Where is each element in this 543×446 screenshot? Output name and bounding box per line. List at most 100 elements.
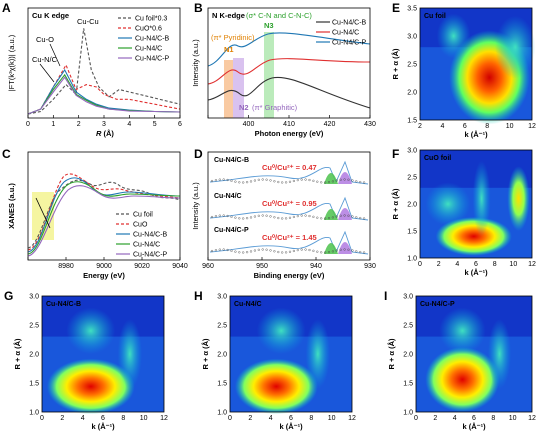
panel-d-datapoint — [296, 215, 299, 218]
panel-d-datapoint — [316, 216, 319, 219]
panel-d-datapoint — [320, 251, 323, 254]
panel-d-datapoint — [249, 180, 253, 183]
panel-d-datapoint — [269, 179, 272, 182]
panel-f-letter: F — [392, 147, 399, 161]
heatmap-blob — [507, 166, 530, 232]
panel-h: H 0 2 4 6 8 10 12 1.0 1.5 2.0 2.5 3.0 k (Å⁻¹) R + α (Å… — [194, 289, 356, 431]
panel-d-ratio: Cu⁰/Cu²⁺ = 1.45 — [262, 233, 317, 242]
panel-d-spectrum — [209, 160, 369, 185]
panel-d-datapoint — [261, 248, 264, 251]
panel-d-datapoint — [257, 248, 260, 251]
panel-a-legend-label: Cu-N4/C-P — [135, 56, 170, 63]
heatmap-ylabel: R + α (Å) — [387, 338, 396, 370]
panel-b-ann-sigma: (σ* C-N and C-N-C) — [246, 11, 312, 20]
heatmap-xtick-label: 0 — [418, 261, 422, 268]
heatmap-xtick-label: 12 — [160, 415, 168, 422]
heatmap-ytick-label: 1.5 — [29, 381, 39, 388]
panel-d-datapoint — [355, 250, 358, 253]
heatmap-xlabel: k (Å⁻¹) — [91, 422, 115, 431]
panel-d-datapoint — [363, 251, 366, 254]
heatmap-ytick-label: 2.0 — [407, 90, 417, 97]
heatmap-ytick-label: 2.5 — [407, 175, 417, 182]
panel-d-datapoint — [343, 248, 346, 251]
panel-d-datapoint — [238, 251, 241, 254]
panel-d-datapoint — [222, 214, 225, 217]
panel-d-datapoint — [230, 179, 233, 182]
panel-c: C 8980 9000 9020 9040 Energy (eV) XANES (a.u.)… — [2, 147, 188, 280]
panel-a-letter: A — [2, 1, 11, 15]
panel-d-datapoint — [312, 249, 315, 252]
panel-d-datapoint — [288, 180, 292, 183]
panel-d-datapoint — [288, 250, 292, 253]
panel-d-datapoint — [308, 178, 311, 182]
panel-d-ratio: Cu⁰/Cu²⁺ = 0.95 — [262, 199, 317, 208]
heatmap-ytick-label: 2.5 — [29, 323, 39, 330]
panel-a-series-line — [27, 28, 181, 115]
panel-d-datapoint — [296, 179, 299, 182]
panel-d-datapoint — [359, 250, 362, 254]
heatmap-ytick-label: 1.5 — [407, 229, 417, 236]
panel-d-datapoint — [238, 217, 241, 220]
panel-b-ann-n3: N3 — [264, 21, 274, 30]
panel-d-xtick-label: 930 — [364, 263, 376, 270]
panel-a-xtick-label: 3 — [102, 121, 106, 128]
panel-d-datapoint — [246, 217, 249, 220]
heatmap-xtick-label: 0 — [228, 415, 232, 422]
panel-d-peak-cu2 — [338, 172, 352, 184]
panel-d-spectrum — [209, 196, 369, 221]
panel-d-datapoint — [242, 181, 245, 184]
panel-a-xlabel: R (Å) — [96, 129, 114, 138]
panel-a-ylabel: |FT(k³χ(k))| (a.u.) — [7, 34, 16, 91]
panel-b-band-n3 — [264, 32, 274, 118]
panel-d-datapoint — [296, 249, 299, 252]
panel-c-legend-label: Cu foil — [133, 212, 153, 219]
heatmap-ytick-label: 2.5 — [407, 62, 417, 69]
panel-b-xlabel: Photon energy (eV) — [255, 129, 324, 138]
panel-b-ylabel: Intensity (a.u.) — [191, 39, 200, 87]
panel-d-datapoint — [261, 178, 264, 181]
panel-c-xtick-label: 9020 — [134, 263, 150, 270]
panel-d-datapoint — [339, 178, 342, 181]
heatmap-blob — [425, 182, 471, 226]
panel-a-ann-cucu: Cu-Cu — [77, 17, 99, 26]
panel-d-datapoint — [339, 248, 342, 251]
panel-d-datapoint — [277, 180, 280, 184]
heatmap-xtick-label: 12 — [348, 415, 356, 422]
panel-a-xtick-label: 5 — [153, 121, 157, 128]
panel-a-xtick-label: 6 — [178, 121, 182, 128]
panel-b-xtick-label: 420 — [324, 121, 336, 128]
heatmap-ytick-label: 2.0 — [29, 352, 39, 359]
heatmap-xtick-label: 8 — [491, 415, 495, 422]
panel-d-datapoint — [363, 217, 366, 220]
panel-a-series-line — [27, 76, 181, 115]
heatmap-xtick-label: 4 — [455, 261, 459, 268]
heatmap-xtick-label: 2 — [248, 415, 252, 422]
panel-b-letter: B — [194, 1, 203, 15]
panel-d-datapoint — [234, 216, 237, 219]
panel-d-peak-cu0 — [324, 243, 338, 254]
heatmap-frame — [419, 7, 533, 121]
heatmap-ytick-label: 3.0 — [29, 294, 39, 301]
panel-c-xtick-label: 9000 — [96, 263, 112, 270]
heatmap-xtick-label: 12 — [528, 415, 536, 422]
panel-d-datapoint — [222, 178, 225, 181]
panel-d-datapoint — [273, 250, 276, 253]
panel-d-datapoint — [304, 178, 307, 181]
panel-b-series-line — [207, 76, 371, 109]
panel-d-datapoint — [281, 217, 284, 220]
heatmap-blob — [435, 216, 512, 256]
heatmap-xtick-label: 4 — [81, 415, 85, 422]
panel-d-sample-label: Cu-N4/C-P — [214, 227, 249, 234]
panel-i: I 0 2 4 6 8 10 12 1.0 1.5 2.0 2.5 3.0 k (Å⁻¹) R + α (Å… — [384, 289, 536, 431]
heatmap-ytick-label: 2.5 — [403, 323, 413, 330]
panel-d-peak-cu0 — [324, 209, 338, 220]
panel-d-datapoint — [316, 180, 319, 183]
panel-a-legend-label: Cu foil*0.3 — [135, 16, 167, 23]
heatmap-xtick-label: 12 — [528, 123, 536, 130]
heatmap-ylabel: R + α (Å) — [13, 338, 22, 370]
heatmap-xlabel: k (Å⁻¹) — [279, 422, 303, 431]
panel-d-datapoint — [292, 249, 295, 253]
heatmap-blob — [117, 319, 143, 389]
panel-d-datapoint — [234, 250, 237, 253]
